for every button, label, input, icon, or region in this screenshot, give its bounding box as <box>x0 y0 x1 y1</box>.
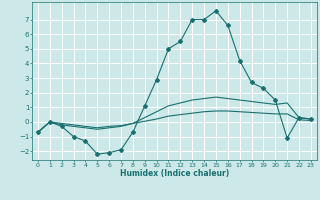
X-axis label: Humidex (Indice chaleur): Humidex (Indice chaleur) <box>120 169 229 178</box>
